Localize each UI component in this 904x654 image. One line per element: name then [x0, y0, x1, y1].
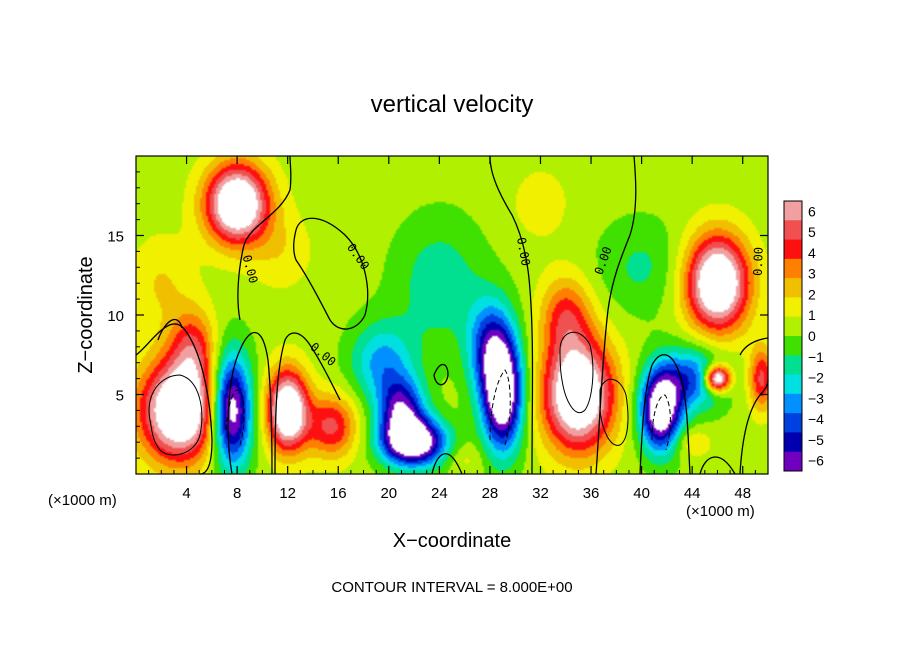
- contour-lines: [135, 155, 769, 475]
- colorbar-swatch: [784, 297, 802, 318]
- contour-line: [489, 155, 534, 475]
- contour-interval-note: CONTOUR INTERVAL = 8.000E+00: [331, 579, 572, 596]
- colorbar-label: −4: [808, 411, 824, 427]
- colorbar-label: −6: [808, 453, 824, 469]
- colorbar-swatch: [784, 258, 802, 279]
- contour-line: [433, 363, 449, 386]
- velocity-field: [136, 156, 768, 474]
- contour-line: [227, 332, 273, 475]
- colorbar-label: −5: [808, 432, 824, 448]
- y-tick-label: 15: [107, 229, 124, 246]
- x-tick-label: 44: [684, 485, 701, 502]
- x-tick-label: 48: [734, 485, 751, 502]
- contour-line: [225, 389, 245, 446]
- plot-area: 0.00 0.00 0.00 0.00 0.00 0.00: [135, 155, 769, 475]
- colorbar-label: 4: [808, 245, 816, 261]
- colorbar-swatch: [784, 336, 802, 356]
- x-axis-label: X−coordinate: [393, 530, 511, 552]
- x-tick-label: 16: [330, 485, 347, 502]
- contour-line: [135, 323, 213, 475]
- colorbar-swatch: [784, 432, 802, 453]
- colorbar-swatch: [784, 393, 802, 414]
- colorbar-swatch: [784, 316, 802, 337]
- x-tick-label: 36: [583, 485, 600, 502]
- colorbar-label: 2: [808, 286, 816, 302]
- colorbar-label: 1: [808, 307, 816, 323]
- colorbar-swatch: [784, 201, 802, 221]
- colorbar-label: 5: [808, 224, 816, 240]
- y-tick-label: 10: [107, 308, 124, 325]
- colorbar: 6 5 4 3 2 1 0 −1 −2 −3 −4 −5 −6: [783, 200, 824, 472]
- contour-line: [651, 394, 671, 451]
- contour-line: [639, 354, 691, 475]
- x-unit-left: (×1000 m): [48, 492, 117, 509]
- contour-line: [293, 217, 369, 330]
- contour-line: [431, 453, 463, 475]
- colorbar-swatch: [784, 451, 802, 472]
- x-tick-label: 12: [279, 485, 296, 502]
- colorbar-swatch: [784, 374, 802, 395]
- x-tick-label: 4: [182, 485, 190, 502]
- x-tick-label: 28: [482, 485, 499, 502]
- x-tick-label: 8: [233, 485, 241, 502]
- colorbar-swatch: [784, 413, 802, 433]
- x-axis: 4 8 12 16 20 24 28 32 36 40 44 48: [148, 156, 756, 502]
- x-tick-label: 20: [380, 485, 397, 502]
- colorbar-label: −1: [808, 349, 824, 365]
- y-axis-label: Z−coordinate: [75, 256, 97, 373]
- y-tick-label: 5: [116, 388, 124, 405]
- colorbar-label: 0: [808, 328, 816, 344]
- x-tick-label: 32: [532, 485, 549, 502]
- colorbar-swatch: [784, 278, 802, 298]
- contour-line: [157, 318, 183, 341]
- colorbar-swatch: [784, 355, 802, 376]
- colorbar-label: −3: [808, 390, 824, 406]
- contour-line: [559, 332, 594, 413]
- colorbar-swatch: [784, 220, 802, 241]
- contour-line: [599, 378, 629, 446]
- x-tick-label: 40: [633, 485, 650, 502]
- colorbar-label: 6: [808, 203, 816, 219]
- y-axis: 5 10 15: [107, 171, 768, 459]
- contour-label: 0.00: [751, 247, 766, 276]
- contour-line: [237, 155, 292, 321]
- contour-line: [148, 374, 203, 456]
- contour-label: 0.00: [514, 236, 533, 267]
- x-unit-right: (×1000 m): [686, 503, 755, 520]
- colorbar-label: −2: [808, 370, 824, 386]
- chart-title: vertical velocity: [371, 91, 534, 118]
- colorbar-label: 3: [808, 266, 816, 282]
- colorbar-frame: [783, 200, 803, 472]
- contour-line: [489, 369, 511, 446]
- contour-line: [739, 337, 769, 356]
- x-tick-label: 24: [431, 485, 448, 502]
- contour-line: [274, 332, 341, 475]
- contour-line: [699, 456, 736, 475]
- colorbar-swatch: [784, 239, 802, 260]
- contour-line: [739, 379, 769, 475]
